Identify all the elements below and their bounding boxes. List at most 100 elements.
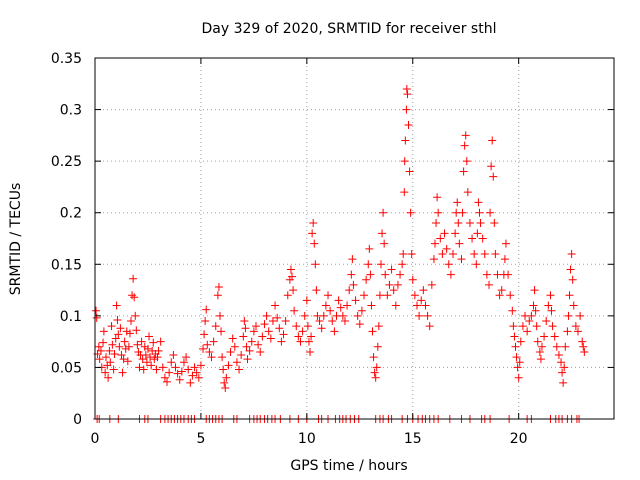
- data-point: [425, 322, 434, 331]
- data-point: [387, 265, 396, 274]
- data-point: [579, 342, 588, 351]
- data-point: [557, 358, 566, 367]
- data-point: [247, 337, 256, 346]
- data-point: [415, 311, 424, 320]
- data-point: [364, 260, 373, 269]
- data-point: [558, 368, 567, 377]
- x-tick-label: 5: [196, 431, 205, 447]
- data-point: [147, 361, 156, 370]
- data-point: [283, 291, 292, 300]
- data-point: [353, 311, 362, 320]
- data-point: [92, 313, 101, 322]
- data-point: [188, 371, 197, 380]
- data-point: [288, 272, 297, 281]
- data-point: [306, 347, 315, 356]
- data-point: [400, 157, 409, 166]
- x-axis-label: GPS time / hours: [290, 458, 407, 474]
- data-point: [326, 306, 335, 315]
- data-point: [548, 322, 557, 331]
- data-point: [468, 234, 477, 243]
- y-tick-label: 0.05: [51, 360, 82, 376]
- data-point: [402, 84, 411, 93]
- data-point: [446, 270, 455, 279]
- data-point: [158, 363, 167, 372]
- data-point: [368, 327, 377, 336]
- data-point: [258, 332, 267, 341]
- data-point: [311, 260, 320, 269]
- data-point: [374, 322, 383, 331]
- data-point: [220, 378, 229, 387]
- data-point: [401, 136, 410, 145]
- data-point: [529, 301, 538, 310]
- data-point: [184, 365, 193, 374]
- data-point: [209, 337, 218, 346]
- data-point: [319, 311, 328, 320]
- data-point: [106, 358, 115, 367]
- data-point: [427, 280, 436, 289]
- data-point: [111, 334, 120, 343]
- data-point: [99, 327, 108, 336]
- data-point: [476, 219, 485, 228]
- data-point: [362, 275, 371, 284]
- data-point: [402, 105, 411, 114]
- data-point: [460, 141, 469, 150]
- data-point: [527, 311, 536, 320]
- data-point: [455, 239, 464, 248]
- data-point: [366, 270, 375, 279]
- data-point: [179, 358, 188, 367]
- data-point: [192, 368, 201, 377]
- data-point: [571, 322, 580, 331]
- data-point: [186, 378, 195, 387]
- data-point: [518, 322, 527, 331]
- data-point: [303, 322, 312, 331]
- data-point: [312, 286, 321, 295]
- data-point: [330, 327, 339, 336]
- data-point: [491, 249, 500, 258]
- data-point: [125, 329, 134, 338]
- data-point: [573, 327, 582, 336]
- data-point: [540, 332, 549, 341]
- data-point: [321, 301, 330, 310]
- data-point: [357, 306, 366, 315]
- data-point: [378, 229, 387, 238]
- data-point: [249, 327, 258, 336]
- data-point: [199, 344, 208, 353]
- data-point: [123, 357, 132, 366]
- data-point: [145, 332, 154, 341]
- data-point: [268, 317, 277, 326]
- data-point: [146, 353, 155, 362]
- data-point: [465, 219, 474, 228]
- y-tick-label: 0.35: [51, 51, 82, 67]
- data-point: [345, 286, 354, 295]
- data-point: [120, 337, 129, 346]
- data-point: [266, 334, 275, 343]
- data-point: [370, 368, 379, 377]
- data-point: [154, 346, 163, 355]
- data-point: [122, 327, 131, 336]
- data-point: [563, 327, 572, 336]
- data-point: [279, 330, 288, 339]
- data-point: [251, 322, 260, 331]
- data-point: [372, 363, 381, 372]
- data-point: [554, 351, 563, 360]
- data-point: [410, 291, 419, 300]
- data-point: [434, 208, 443, 217]
- data-point: [237, 351, 246, 360]
- data-point: [109, 365, 118, 374]
- data-point: [137, 337, 146, 346]
- data-points: [92, 84, 589, 423]
- data-point: [398, 260, 407, 269]
- data-point: [129, 274, 138, 283]
- data-point: [232, 358, 241, 367]
- data-point: [219, 365, 228, 374]
- data-point: [509, 322, 518, 331]
- data-point: [308, 229, 317, 238]
- plot-frame: [94, 57, 615, 420]
- data-point: [482, 270, 491, 279]
- data-point: [275, 324, 284, 333]
- data-point: [391, 301, 400, 310]
- data-point: [300, 311, 309, 320]
- axis-ticks: 0 0.05 0.1 0.15 0.2 0.25 0.3 0.35 0 5 10 15 20: [51, 51, 614, 447]
- data-point: [497, 286, 506, 295]
